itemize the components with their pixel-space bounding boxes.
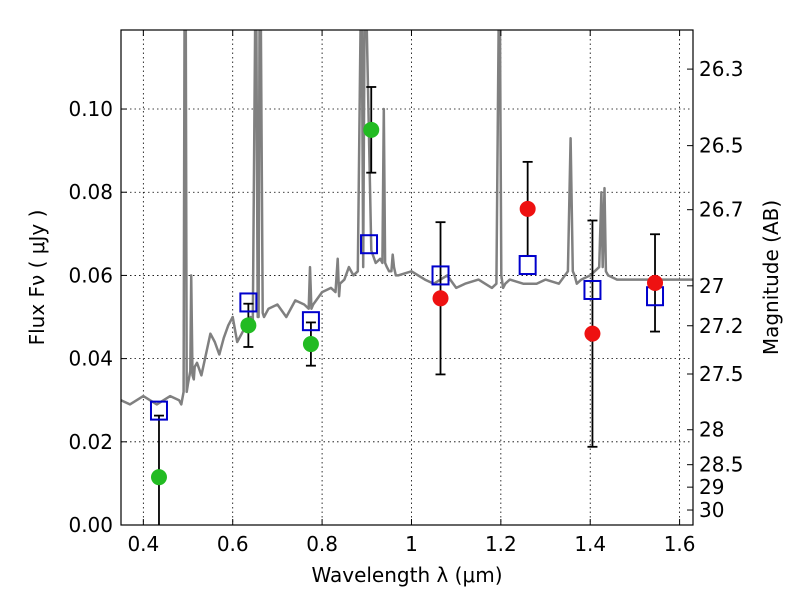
data-point <box>150 469 167 486</box>
model-square <box>301 311 320 332</box>
measured-points <box>150 121 664 486</box>
grid <box>121 30 693 526</box>
x-tick-label: 0.4 <box>127 532 159 556</box>
error-bars <box>153 86 661 525</box>
data-point <box>363 121 380 138</box>
data-point <box>432 290 449 307</box>
y-tick-label: 0.08 <box>68 180 113 204</box>
template-spectrum <box>121 30 693 406</box>
plot-frame <box>120 29 694 526</box>
y-tick-label: 0.02 <box>68 430 113 454</box>
right-tick-label: 27.2 <box>699 314 744 338</box>
right-tick-label: 27.5 <box>699 362 744 386</box>
model-square <box>431 265 450 286</box>
data-point <box>647 274 664 291</box>
x-tick-label: 1.2 <box>485 532 517 556</box>
y-tick-label: 0.04 <box>68 347 113 371</box>
x-tick-label: 1.6 <box>664 532 696 556</box>
right-axis-label: Magnitude (AB) <box>759 200 783 355</box>
model-square <box>518 255 537 276</box>
data-point <box>519 200 536 217</box>
x-axis-ticks: 0.4 0.6 0.8 1 1.2 1.4 1.6 <box>127 30 696 556</box>
right-tick-label: 26.3 <box>699 57 744 81</box>
right-tick-label: 28 <box>699 418 724 442</box>
model-square <box>360 234 379 255</box>
y-axis-label: Flux Fν ( μJy ) <box>25 210 49 346</box>
right-tick-label: 26.7 <box>699 198 744 222</box>
y-tick-label: 0.06 <box>68 263 113 287</box>
x-tick-label: 0.8 <box>306 532 338 556</box>
x-tick-label: 1 <box>405 532 418 556</box>
right-tick-label: 27 <box>699 274 724 298</box>
right-tick-label: 26.5 <box>699 134 744 158</box>
model-square <box>583 279 602 300</box>
y-axis-ticks: 0.00 0.02 0.04 0.06 0.08 0.10 <box>68 97 127 537</box>
data-point <box>302 336 319 353</box>
template-line <box>121 30 693 406</box>
model-square <box>239 292 258 313</box>
right-tick-label: 28.5 <box>699 453 744 477</box>
model-squares <box>149 234 665 421</box>
x-axis-label: Wavelength λ (μm) <box>311 563 502 587</box>
right-tick-label: 30 <box>699 498 724 522</box>
x-tick-label: 0.6 <box>217 532 249 556</box>
right-tick-label: 29 <box>699 475 724 499</box>
data-point <box>584 325 601 342</box>
y-tick-label: 0.00 <box>68 513 113 537</box>
x-tick-label: 1.4 <box>574 532 606 556</box>
model-square <box>149 400 168 421</box>
data-point <box>240 317 257 334</box>
y-tick-label: 0.10 <box>68 97 113 121</box>
